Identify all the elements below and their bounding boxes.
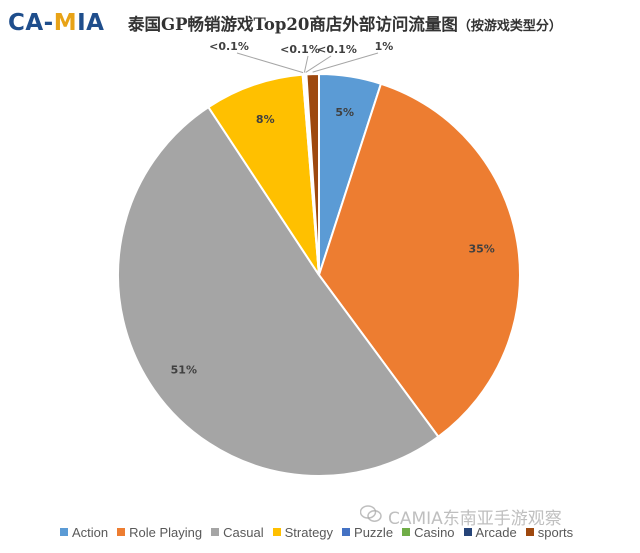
legend-swatch bbox=[525, 528, 534, 536]
pie-slice-strategy bbox=[207, 73, 320, 276]
data-label-sports: 1% bbox=[375, 40, 394, 53]
legend-label: Puzzle bbox=[354, 524, 394, 540]
chart-title-main: 泰国GP畅销游戏Top20商店外部访问流量图 bbox=[128, 15, 458, 34]
legend-label: Casino bbox=[414, 524, 455, 540]
legend-label: Action bbox=[72, 524, 109, 540]
leader-line-puzzle bbox=[236, 52, 304, 74]
legend-item-action: Action bbox=[60, 525, 108, 540]
leader-line-sports bbox=[312, 52, 379, 73]
pie-slice-role-playing bbox=[317, 82, 521, 439]
pie-slice-sports bbox=[305, 72, 320, 276]
chart-title: 泰国GP畅销游戏Top20商店外部访问流量图（按游戏类型分） bbox=[128, 11, 562, 35]
legend-swatch bbox=[60, 528, 68, 536]
data-label-arcade: <0.1% bbox=[317, 43, 357, 56]
legend-swatch bbox=[463, 528, 472, 536]
logo-text: CA-MIA bbox=[8, 10, 105, 36]
data-label-casual: 51% bbox=[171, 363, 197, 376]
legend-label: sports bbox=[537, 524, 574, 540]
data-label-strategy: 8% bbox=[256, 113, 275, 126]
legend-swatch bbox=[117, 528, 126, 536]
legend-item-casino: Casino bbox=[402, 524, 455, 540]
chart-legend: Action Role Playing Casual Strategy Puzzle Ca… bbox=[60, 522, 573, 542]
pie-slice-casual bbox=[117, 105, 440, 477]
legend-item-arcade: Arcade bbox=[463, 524, 517, 540]
data-label-puzzle: <0.1% bbox=[209, 40, 249, 53]
legend-item-sports: sports bbox=[525, 524, 574, 540]
legend-label: Arcade bbox=[475, 524, 517, 540]
data-label-casino: <0.1% bbox=[280, 43, 320, 56]
legend-swatch bbox=[272, 528, 281, 536]
chart-subtitle: （按游戏类型分） bbox=[457, 19, 562, 34]
watermark-text: CAMIA东南亚手游观察 bbox=[388, 509, 562, 529]
legend-item-strategy: Strategy bbox=[272, 524, 334, 540]
legend-swatch bbox=[402, 528, 411, 536]
camia-logo: CA-MIA bbox=[8, 8, 104, 38]
leader-line-casino bbox=[303, 55, 309, 73]
legend-swatch bbox=[211, 528, 220, 536]
legend-label: Casual bbox=[223, 524, 264, 540]
legend-label: Role Playing bbox=[129, 524, 203, 540]
legend-item-puzzle: Puzzle bbox=[342, 525, 393, 540]
header: CA-MIA 泰国GP畅销游戏Top20商店外部访问流量图（按游戏类型分） bbox=[0, 0, 640, 44]
data-label-role-playing: 35% bbox=[469, 243, 495, 256]
legend-label: Strategy bbox=[284, 524, 334, 540]
data-label-action: 5% bbox=[335, 106, 354, 119]
watermark: CAMIA东南亚手游观察 bbox=[359, 504, 562, 529]
wechat-icon bbox=[359, 505, 382, 528]
legend-item-role-playing: Role Playing bbox=[117, 525, 202, 540]
leader-line-arcade bbox=[305, 55, 332, 73]
legend-item-casual: Casual bbox=[211, 524, 264, 540]
legend-swatch bbox=[342, 528, 351, 536]
